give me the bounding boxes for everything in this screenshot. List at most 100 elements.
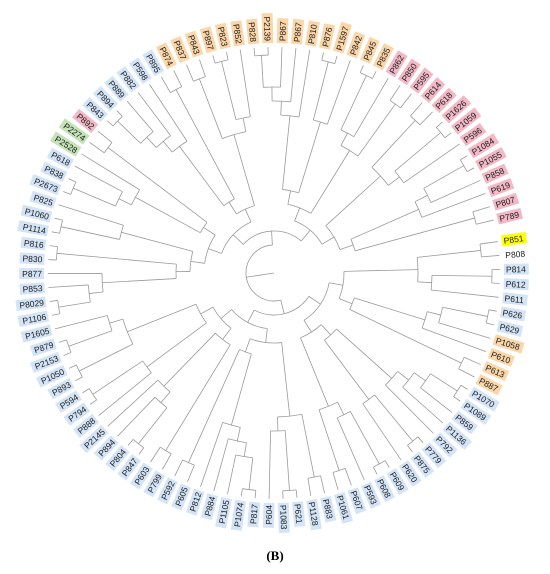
branch-segment bbox=[79, 343, 134, 372]
leaf-label: P1060 bbox=[20, 204, 53, 223]
branch-arc bbox=[245, 244, 281, 302]
branch-segment bbox=[431, 289, 499, 298]
branch-arc bbox=[212, 306, 232, 329]
branch-segment bbox=[326, 60, 351, 125]
leaf-label: P897 bbox=[199, 26, 218, 54]
branch-segment bbox=[472, 206, 491, 213]
branch-segment bbox=[329, 282, 343, 286]
branch-arc bbox=[402, 372, 415, 388]
branch-arc bbox=[371, 167, 389, 186]
branch-segment bbox=[163, 332, 216, 387]
branch-arc bbox=[423, 188, 432, 203]
leaf-name: P810 bbox=[306, 23, 319, 44]
branch-segment bbox=[300, 337, 329, 407]
branch-segment bbox=[174, 459, 183, 477]
leaf-name: P621 bbox=[292, 503, 304, 524]
leaf-name: P2139 bbox=[262, 16, 273, 41]
branch-arc bbox=[407, 436, 419, 446]
leaf-name: P607 bbox=[349, 489, 365, 511]
branch-segment bbox=[244, 209, 252, 223]
branch-segment bbox=[54, 315, 108, 330]
branch-segment bbox=[402, 386, 444, 424]
branch-segment bbox=[460, 384, 468, 390]
leaf-highlight bbox=[230, 499, 247, 532]
branch-segment bbox=[353, 77, 389, 137]
leaf-highlight bbox=[319, 23, 336, 50]
branch-arc bbox=[307, 475, 321, 479]
leaf-name: P838 bbox=[43, 164, 65, 181]
branch-segment bbox=[63, 352, 72, 356]
leaf-name: P877 bbox=[22, 269, 42, 279]
leaf-highlight bbox=[230, 20, 245, 47]
branch-segment bbox=[138, 447, 145, 455]
branch-root bbox=[246, 272, 275, 278]
branch-segment bbox=[203, 227, 216, 236]
branch-segment bbox=[200, 306, 214, 315]
branch-segment bbox=[303, 320, 312, 333]
leaf-highlight bbox=[475, 147, 507, 171]
branch-segment bbox=[213, 438, 229, 491]
branch-arc bbox=[195, 304, 207, 324]
leaf-highlight bbox=[503, 263, 529, 275]
branch-segment bbox=[337, 402, 345, 415]
leaf-label: P621 bbox=[291, 501, 306, 528]
branch-segment bbox=[222, 328, 232, 340]
branch-segment bbox=[239, 49, 251, 117]
branch-arc bbox=[172, 140, 188, 153]
branch-arc bbox=[182, 459, 195, 466]
leaf-label: P1074 bbox=[230, 499, 247, 532]
branch-segment bbox=[146, 322, 207, 368]
branch-segment bbox=[417, 281, 432, 284]
leaf-label: P1114 bbox=[17, 220, 49, 237]
leaf-name: P883 bbox=[321, 498, 335, 520]
leaf-highlight bbox=[451, 410, 478, 435]
leaf-highlight bbox=[450, 107, 482, 135]
branch-segment bbox=[400, 93, 412, 109]
branch-segment bbox=[427, 311, 441, 316]
branch-segment bbox=[417, 250, 481, 258]
branch-arc bbox=[282, 189, 299, 194]
branch-arc bbox=[416, 257, 419, 282]
branch-segment bbox=[179, 146, 225, 206]
branch-arc bbox=[338, 271, 345, 299]
leaf-name: P808 bbox=[505, 249, 526, 261]
leaf-highlight bbox=[276, 18, 289, 44]
branch-segment bbox=[438, 322, 491, 339]
leaf-highlight bbox=[291, 501, 306, 528]
leaf-name: P817 bbox=[248, 504, 260, 525]
leaf-name: P842 bbox=[348, 34, 364, 56]
branch-segment bbox=[175, 89, 235, 200]
branch-segment bbox=[106, 120, 114, 127]
branch-segment bbox=[403, 143, 460, 184]
leaf-label: P810 bbox=[304, 20, 320, 47]
branch-segment bbox=[336, 328, 392, 379]
leaf-label: P877 bbox=[19, 268, 45, 280]
leaf-highlight bbox=[277, 502, 290, 534]
branch-segment bbox=[261, 55, 264, 88]
branch-segment bbox=[89, 399, 97, 405]
leaf-label: P814 bbox=[503, 263, 529, 275]
branch-segment bbox=[284, 430, 290, 491]
leaf-highlight bbox=[333, 491, 354, 524]
branch-arc bbox=[340, 145, 359, 157]
branch-segment bbox=[312, 61, 329, 121]
branch-segment bbox=[460, 155, 468, 161]
branch-segment bbox=[354, 217, 475, 252]
leaf-label: P626 bbox=[499, 306, 527, 322]
branch-arc bbox=[66, 339, 72, 353]
leaf-name: P823 bbox=[216, 26, 230, 48]
branch-segment bbox=[287, 190, 292, 205]
branch-arc bbox=[313, 119, 328, 125]
leaf-name: P1074 bbox=[232, 502, 245, 528]
branch-segment bbox=[453, 396, 461, 402]
leaf-highlight bbox=[143, 470, 166, 498]
branch-segment bbox=[138, 407, 168, 444]
panel-label: (B) bbox=[266, 548, 284, 563]
branch-segment bbox=[231, 353, 252, 426]
leaf-highlight bbox=[496, 320, 524, 337]
leaf-highlight bbox=[129, 57, 152, 85]
branch-segment bbox=[421, 327, 487, 352]
branch-segment bbox=[340, 132, 348, 146]
leaf-highlight bbox=[420, 77, 446, 104]
branch-segment bbox=[68, 364, 77, 369]
